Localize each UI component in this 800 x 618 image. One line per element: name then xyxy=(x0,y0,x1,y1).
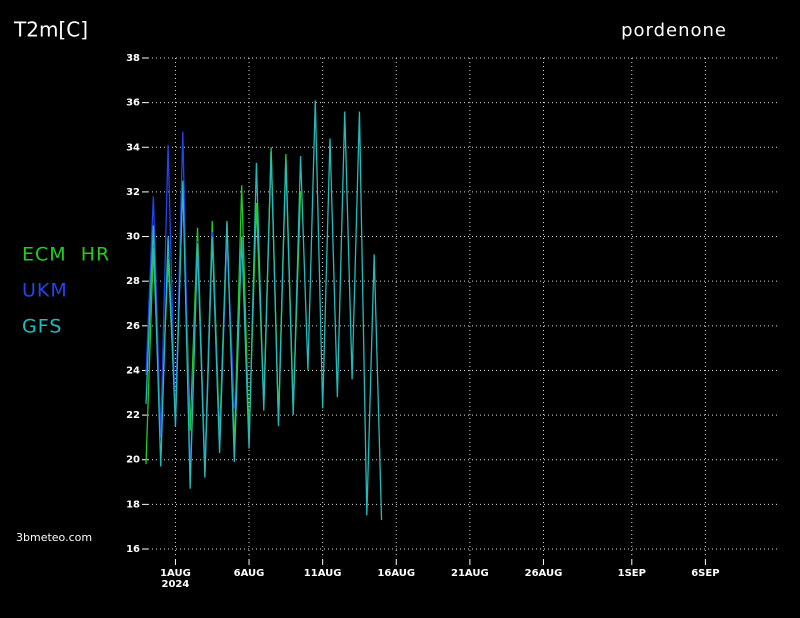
x-tick-label: 1SEP xyxy=(618,568,646,579)
source: 3bmeteo.com xyxy=(16,531,92,544)
x-tick-label: 21AUG xyxy=(451,568,489,579)
x-tick-label: 6SEP xyxy=(691,568,719,579)
y-tick-label: 24 xyxy=(126,365,140,376)
y-tick-label: 26 xyxy=(126,321,140,332)
x-tick-label: 16AUG xyxy=(377,568,415,579)
legend-label: ECM HR xyxy=(22,244,110,266)
y-tick-label: 34 xyxy=(126,142,140,153)
chart-subtitle: pordenone xyxy=(621,20,727,41)
year-label: 2024 xyxy=(162,579,190,590)
y-tick-label: 18 xyxy=(126,499,140,510)
series-line xyxy=(145,100,383,521)
x-tick-label: 26AUG xyxy=(525,568,563,579)
y-tick-label: 16 xyxy=(126,544,140,555)
legend-label: UKM xyxy=(22,280,68,302)
y-tick-label: 36 xyxy=(126,98,140,109)
x-tick-label: 11AUG xyxy=(304,568,342,579)
y-tick-label: 30 xyxy=(126,232,140,243)
y-tick-label: 32 xyxy=(126,187,140,198)
legend-label: GFS xyxy=(22,316,62,338)
y-tick-label: 22 xyxy=(126,410,140,421)
y-tick-label: 38 xyxy=(126,53,140,64)
x-tick-label: 6AUG xyxy=(234,568,265,579)
y-tick-label: 28 xyxy=(126,276,140,287)
y-tick-label: 20 xyxy=(126,455,140,466)
chart-title: T2m[C] xyxy=(13,18,88,42)
x-tick-label: 1AUG xyxy=(160,568,191,579)
